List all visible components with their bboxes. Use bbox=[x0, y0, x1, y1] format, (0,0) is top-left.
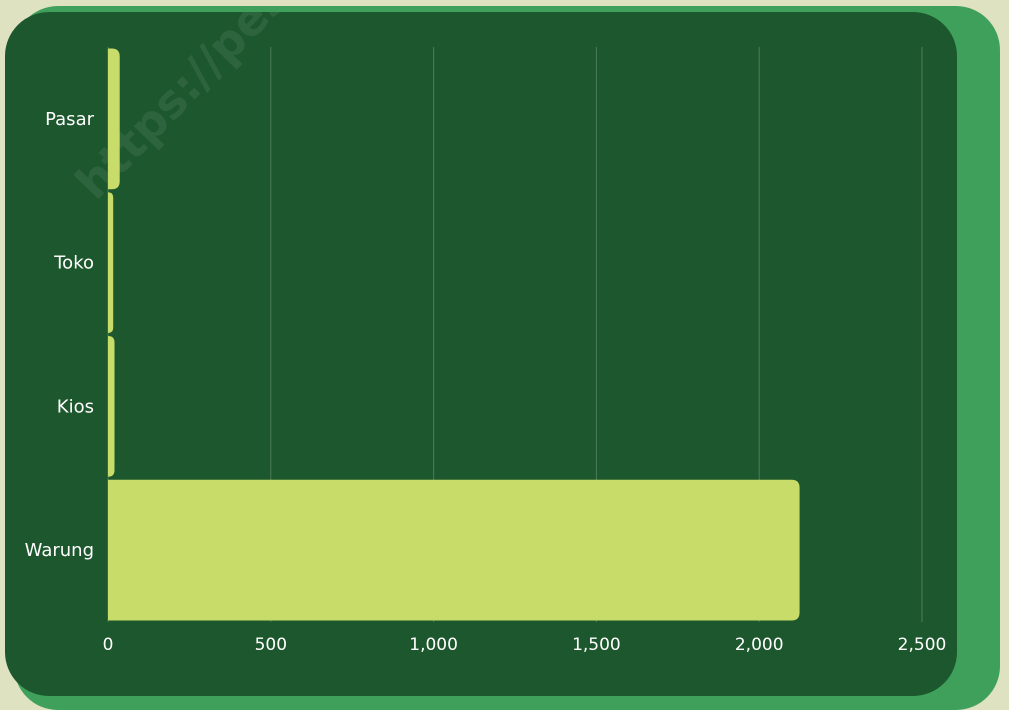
category-label-warung: Warung bbox=[25, 540, 94, 561]
bars bbox=[108, 48, 800, 621]
x-tick-label: 1,500 bbox=[572, 635, 621, 655]
bar-warung bbox=[108, 479, 800, 621]
x-tick-label: 0 bbox=[103, 635, 114, 655]
bar-pasar bbox=[108, 48, 120, 190]
x-tick-label: 500 bbox=[255, 635, 287, 655]
category-label-kios: Kios bbox=[57, 396, 94, 417]
category-label-pasar: Pasar bbox=[45, 109, 94, 130]
category-labels: Pasar Toko Kios Warung bbox=[25, 109, 95, 561]
x-tick-labels: 0 500 1,000 1,500 2,000 2,500 bbox=[103, 635, 947, 655]
x-tick-label: 2,500 bbox=[898, 635, 947, 655]
category-label-toko: Toko bbox=[53, 253, 94, 274]
x-tick-label: 1,000 bbox=[409, 635, 458, 655]
bar-kios bbox=[108, 336, 115, 477]
x-tick-label: 2,000 bbox=[735, 635, 784, 655]
bar-toko bbox=[108, 192, 114, 333]
